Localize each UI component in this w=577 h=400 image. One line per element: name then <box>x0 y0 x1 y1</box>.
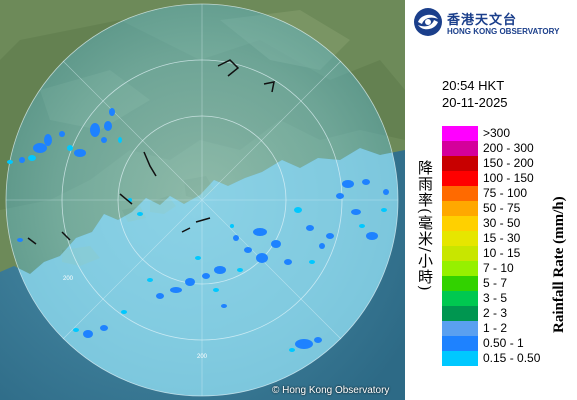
legend-range-label: 15 - 30 <box>483 231 521 245</box>
legend-range-label: 3 - 5 <box>483 291 508 305</box>
legend-swatch <box>442 351 478 366</box>
legend-swatch <box>442 276 478 291</box>
legend-range-label: 0.15 - 0.50 <box>483 351 541 365</box>
legend-range-label: 200 - 300 <box>483 141 534 155</box>
legend-swatch <box>442 261 478 276</box>
ring-label: 200 <box>63 276 74 282</box>
legend-swatch <box>442 216 478 231</box>
legend-range-label: 5 - 7 <box>483 276 508 290</box>
legend-swatch <box>442 186 478 201</box>
legend-swatch <box>442 291 478 306</box>
ring-label: 200 <box>197 354 208 360</box>
radar-map: 200 200 <box>0 0 405 400</box>
legend-swatch <box>442 321 478 336</box>
legend-range-label: 10 - 15 <box>483 246 521 260</box>
observation-date: 20-11-2025 <box>442 95 508 110</box>
legend-swatch <box>442 231 478 246</box>
legend-panel: 香港天文台 HONG KONG OBSERVATORY 20:54 HKT 20… <box>405 0 577 400</box>
hko-logo: 香港天文台 HONG KONG OBSERVATORY <box>413 5 573 45</box>
observation-time: 20:54 HKT <box>442 78 505 93</box>
legend-swatch <box>442 171 478 186</box>
legend-swatch <box>442 201 478 216</box>
legend-range-label: 0.50 - 1 <box>483 336 524 350</box>
legend-range-label: 75 - 100 <box>483 186 528 200</box>
legend-range-label: 100 - 150 <box>483 171 534 185</box>
logo-name-zh: 香港天文台 <box>447 13 518 28</box>
legend-swatch <box>442 156 478 171</box>
legend-title-en: Rainfall Rate (mm/h) <box>551 196 567 333</box>
legend-range-label: 30 - 50 <box>483 216 521 230</box>
legend-range-label: 2 - 3 <box>483 306 508 320</box>
legend-range-label: 7 - 10 <box>483 261 514 275</box>
legend-swatch <box>442 126 478 141</box>
legend-swatch <box>442 141 478 156</box>
rain-echoes <box>7 59 389 352</box>
legend-swatch <box>442 246 478 261</box>
radar-map-graphic: 200 200 <box>0 0 405 400</box>
legend-range-label: 1 - 2 <box>483 321 508 335</box>
legend-range-label: 50 - 75 <box>483 201 521 215</box>
legend-range-label: 150 - 200 <box>483 156 534 170</box>
legend-title-zh: 降雨率(毫米/小時) <box>416 160 434 292</box>
legend-range-label: >300 <box>483 126 511 140</box>
logo-name-en: HONG KONG OBSERVATORY <box>447 27 560 36</box>
hko-logo-icon <box>414 8 442 36</box>
legend-swatch <box>442 306 478 321</box>
copyright-notice: © Hong Kong Observatory <box>272 385 390 396</box>
range-spokes <box>6 4 398 396</box>
legend-swatch <box>442 336 478 351</box>
